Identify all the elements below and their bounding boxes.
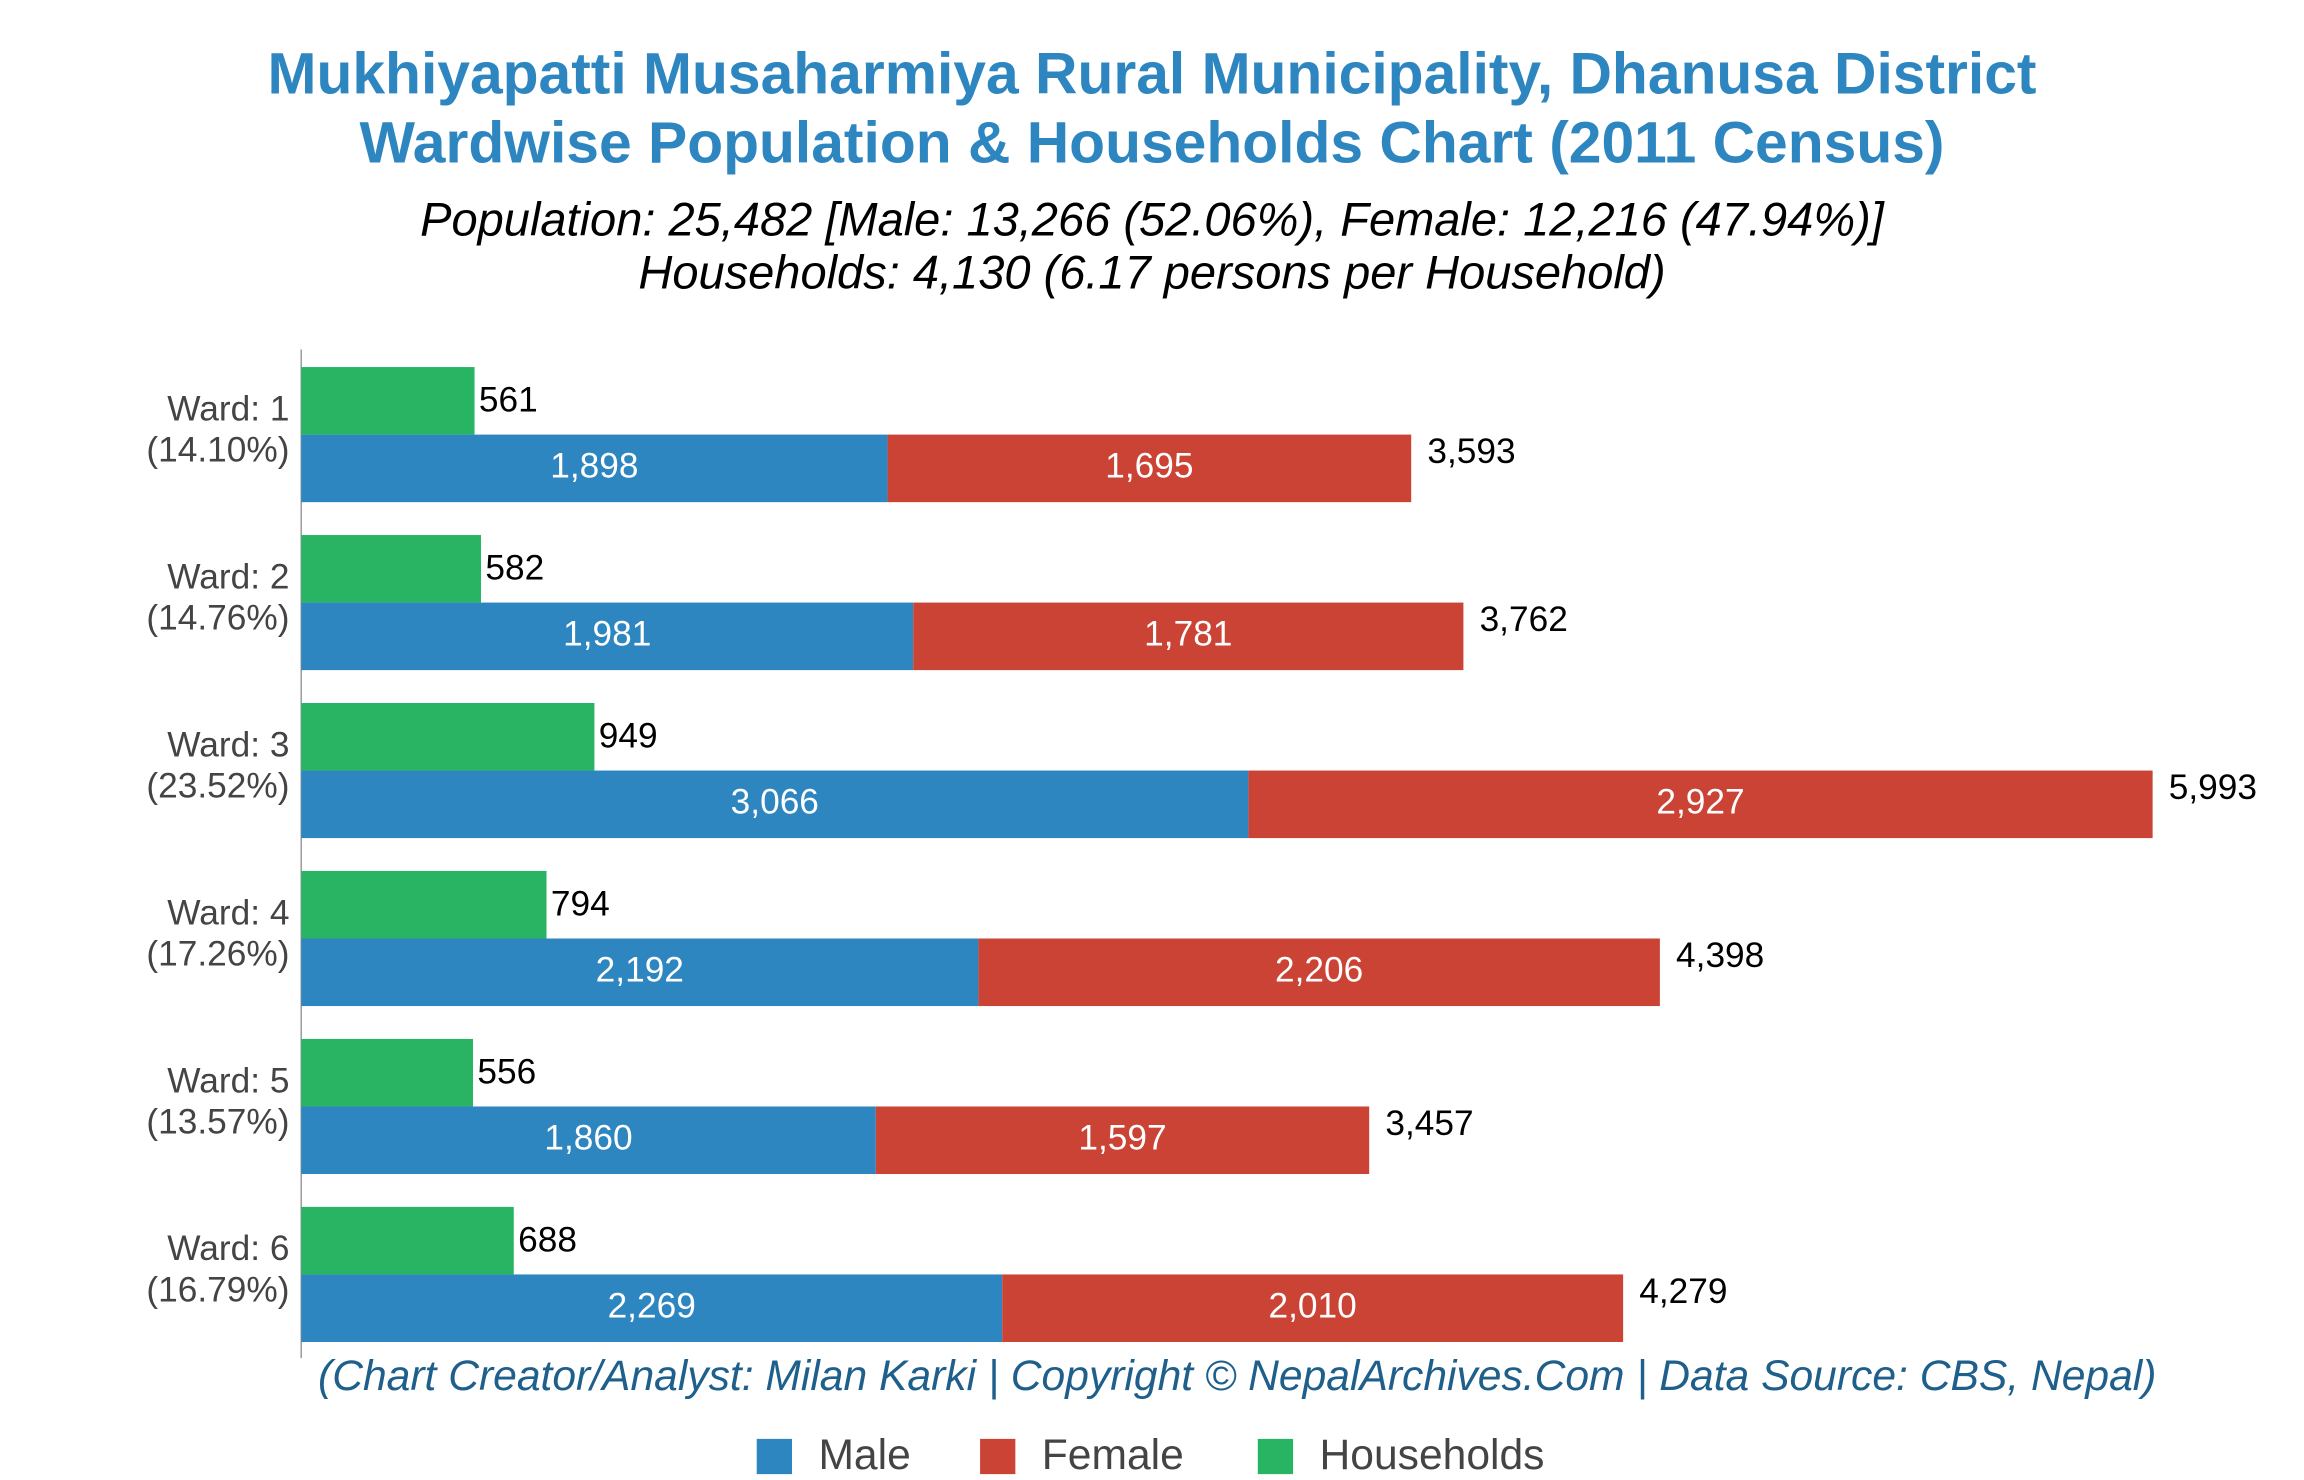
bar bbox=[301, 367, 475, 435]
legend-label: Households bbox=[1320, 1431, 1545, 1479]
legend-label: Male bbox=[818, 1431, 910, 1479]
data-label: 2,269 bbox=[608, 1287, 696, 1326]
data-label: 688 bbox=[518, 1220, 577, 1259]
category-share: (14.10%) bbox=[146, 431, 289, 470]
bar bbox=[301, 1106, 876, 1175]
total-label: 3,457 bbox=[1385, 1104, 1473, 1143]
data-label: 1,781 bbox=[1144, 615, 1232, 654]
data-label: 949 bbox=[599, 717, 658, 756]
data-label: 1,597 bbox=[1078, 1119, 1166, 1158]
footer: (Chart Creator/Analyst: Milan Karki | Co… bbox=[318, 1352, 2156, 1400]
data-label: 556 bbox=[477, 1052, 536, 1091]
category-label: Ward: 6 bbox=[167, 1229, 289, 1268]
category-label: Ward: 2 bbox=[167, 557, 289, 596]
category-share: (16.79%) bbox=[146, 1270, 289, 1309]
category-label: Ward: 5 bbox=[167, 1061, 289, 1100]
bar bbox=[887, 434, 1412, 503]
data-label: 794 bbox=[551, 885, 610, 924]
data-label: 1,981 bbox=[563, 615, 651, 654]
total-label: 5,993 bbox=[2169, 768, 2257, 807]
bar bbox=[301, 938, 979, 1007]
total-label: 4,398 bbox=[1676, 936, 1764, 975]
bar bbox=[301, 870, 547, 939]
legend-label: Female bbox=[1042, 1431, 1184, 1479]
data-label: 3,066 bbox=[731, 783, 819, 822]
bar bbox=[1002, 1274, 1624, 1342]
subtitle: Population: 25,482 [Male: 13,266 (52.06%… bbox=[420, 193, 1885, 246]
bar bbox=[1248, 770, 2153, 839]
total-label: 4,279 bbox=[1639, 1272, 1727, 1311]
data-label: 2,206 bbox=[1275, 951, 1363, 990]
data-label: 561 bbox=[479, 381, 538, 420]
data-label: 1,898 bbox=[550, 447, 638, 486]
data-label: 2,010 bbox=[1269, 1287, 1357, 1326]
category-label: Ward: 1 bbox=[167, 389, 289, 428]
bar bbox=[875, 1106, 1370, 1175]
bar bbox=[301, 434, 888, 503]
bar bbox=[301, 1038, 473, 1107]
bar bbox=[301, 1274, 1003, 1342]
category-share: (14.76%) bbox=[146, 599, 289, 638]
legend-swatch bbox=[980, 1438, 1016, 1475]
bar bbox=[301, 535, 482, 603]
category-share: (17.26%) bbox=[146, 934, 289, 973]
bar bbox=[978, 938, 1660, 1007]
bar bbox=[913, 602, 1464, 671]
category-label: Ward: 3 bbox=[167, 725, 289, 764]
data-label: 2,192 bbox=[596, 951, 684, 990]
total-label: 3,593 bbox=[1427, 432, 1515, 471]
subtitle: Households: 4,130 (6.17 persons per Hous… bbox=[638, 245, 1665, 298]
bar bbox=[301, 602, 914, 671]
total-label: 3,762 bbox=[1480, 600, 1568, 639]
category-share: (13.57%) bbox=[146, 1102, 289, 1141]
chart-title: Wardwise Population & Households Chart (… bbox=[360, 110, 1945, 175]
chart-title: Mukhiyapatti Musaharmiya Rural Municipal… bbox=[267, 41, 2036, 106]
bar bbox=[301, 703, 595, 771]
data-label: 1,695 bbox=[1105, 447, 1193, 486]
category-share: (23.52%) bbox=[146, 766, 289, 805]
bar bbox=[301, 1206, 514, 1275]
data-label: 2,927 bbox=[1656, 783, 1744, 822]
legend-swatch bbox=[756, 1438, 792, 1475]
data-label: 1,860 bbox=[544, 1119, 632, 1158]
category-label: Ward: 4 bbox=[167, 893, 289, 932]
data-label: 582 bbox=[485, 549, 544, 588]
bar bbox=[301, 770, 1249, 839]
legend-swatch bbox=[1257, 1438, 1294, 1475]
